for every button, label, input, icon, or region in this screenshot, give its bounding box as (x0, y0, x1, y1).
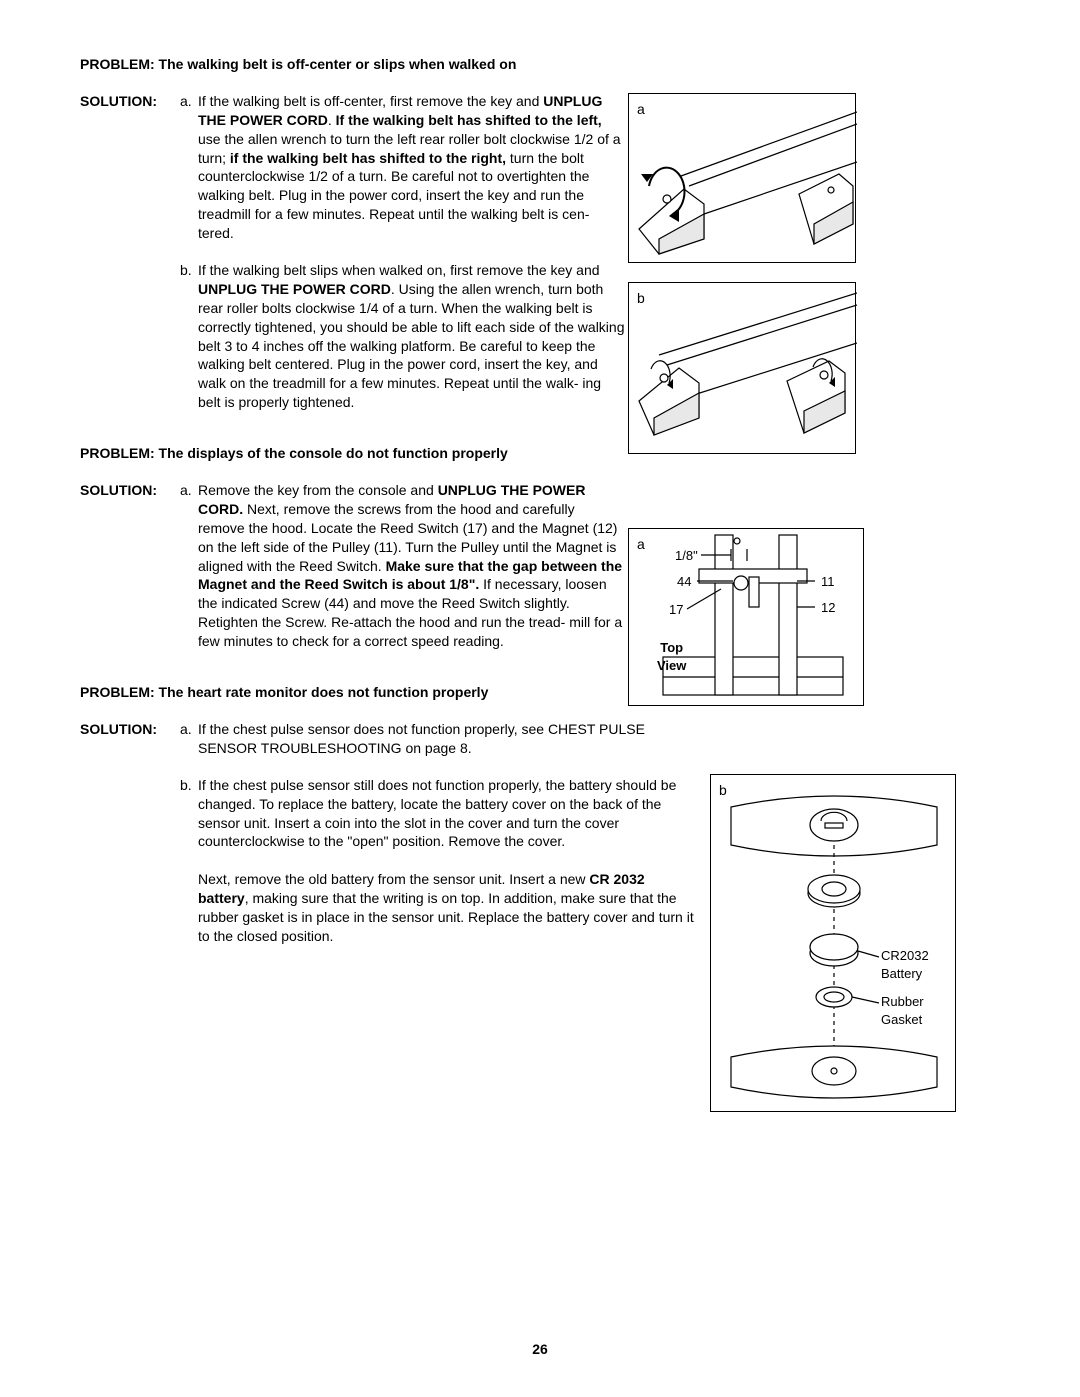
solution-label: SOLUTION: (80, 720, 180, 739)
battery-exploded-icon (711, 775, 957, 1113)
solution-1b-text: If the walking belt slips when walked on… (198, 261, 625, 412)
n12-label: 12 (821, 599, 835, 617)
item-a-label: a. (180, 481, 198, 500)
item-a-label: a. (180, 720, 198, 739)
solution-1a-text: If the walking belt is off-center, first… (198, 92, 625, 243)
solution-3b-text: If the chest pulse sensor still does not… (198, 776, 695, 946)
figure-1b-label: b (637, 289, 645, 308)
problem-1: PROBLEM: The walking belt is off-center … (80, 55, 1000, 412)
problem-2-title: PROBLEM: The displays of the console do … (80, 444, 625, 463)
n17-label: 17 (669, 601, 683, 619)
dim-label: 1/8" (675, 547, 698, 565)
treadmill-roller-both-icon (629, 283, 857, 455)
solution-label: SOLUTION: (80, 481, 180, 500)
problem-3-title: PROBLEM: The heart rate monitor does not… (80, 683, 695, 702)
page-number: 26 (532, 1340, 548, 1359)
solution-2a-text: Remove the key from the console and UNPL… (198, 481, 625, 651)
figure-2a: a 1/8" 44 17 11 12 Top View (628, 528, 864, 706)
figure-1a: a (628, 93, 856, 263)
item-b-label: b. (180, 261, 198, 280)
item-a-label: a. (180, 92, 198, 111)
item-b-label: b. (180, 776, 198, 795)
figure-1a-label: a (637, 100, 645, 119)
figure-3b-label: b (719, 781, 727, 800)
n11-label: 11 (821, 573, 835, 591)
solution-3a-text: If the chest pulse sensor does not funct… (198, 720, 695, 758)
topview-label: Top View (657, 639, 686, 674)
solution-label: SOLUTION: (80, 92, 180, 111)
figure-1b: b (628, 282, 856, 454)
treadmill-roller-icon (629, 94, 857, 264)
reed-switch-diagram-icon (629, 529, 865, 707)
gasket-label: Rubber Gasket (881, 993, 924, 1028)
problem-1-title: PROBLEM: The walking belt is off-center … (80, 55, 625, 74)
battery-label: CR2032 Battery (881, 947, 929, 982)
n44-label: 44 (677, 573, 691, 591)
figure-2a-label: a (637, 535, 645, 554)
figure-3b: b CR2032 Batte (710, 774, 956, 1112)
